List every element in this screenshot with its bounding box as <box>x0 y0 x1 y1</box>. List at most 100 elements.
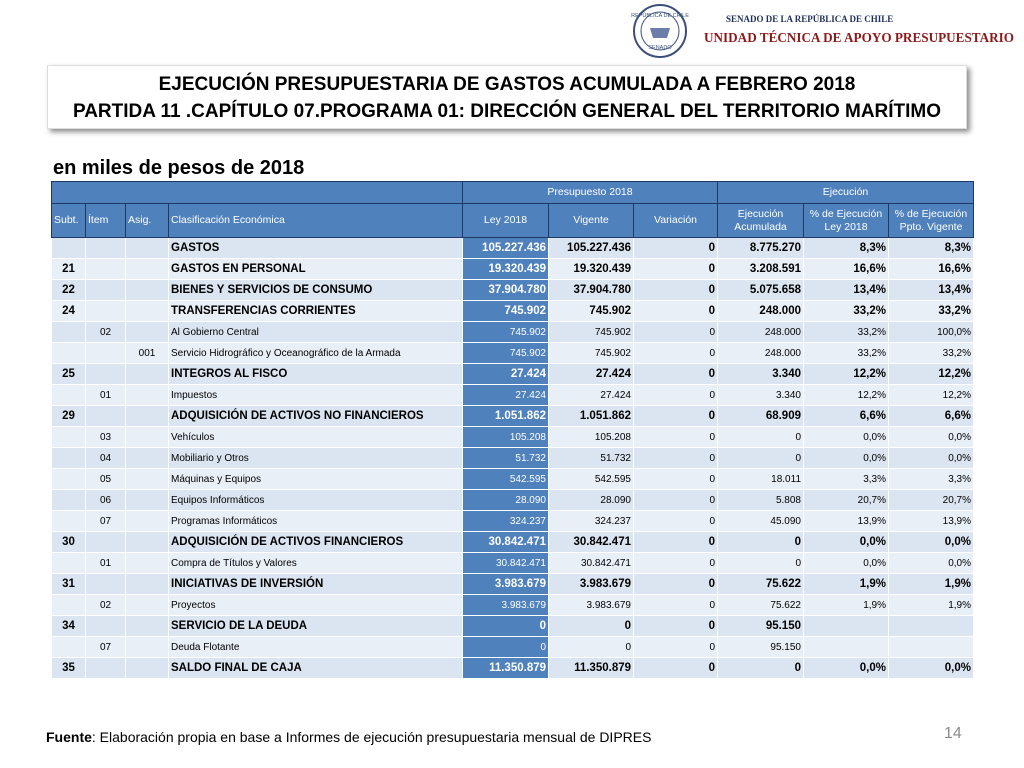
table-cell: 27.424 <box>462 384 549 406</box>
table-cell: 33,2% <box>888 342 974 364</box>
table-cell: 37.904.780 <box>548 279 634 301</box>
table-cell: 0 <box>633 279 718 301</box>
table-cell: Deuda Flotante <box>168 636 463 658</box>
seal-bottom: SENADO <box>648 45 672 51</box>
table-cell: 27.424 <box>548 363 634 385</box>
source-text: : Elaboración propia en base a Informes … <box>91 729 652 745</box>
table-cell: 75.622 <box>717 594 804 616</box>
table-cell <box>125 279 169 301</box>
table-cell <box>51 552 86 574</box>
table-cell: 3.983.679 <box>462 594 549 616</box>
table-cell: 0 <box>717 657 804 679</box>
table-row: 21 GASTOS EN PERSONAL 19.320.439 19.320.439… <box>51 258 974 280</box>
table-cell: 12,2% <box>888 384 974 406</box>
table-cell <box>85 258 126 280</box>
table-cell: 05 <box>85 468 126 490</box>
table-cell: 0 <box>717 426 804 448</box>
table-cell: 0 <box>633 342 718 364</box>
table-cell <box>85 615 126 637</box>
table-cell: 0 <box>633 594 718 616</box>
table-cell: 0,0% <box>888 447 974 469</box>
table-cell: 33,2% <box>803 300 889 322</box>
table-cell: 0,0% <box>803 426 889 448</box>
table-cell: 0 <box>633 300 718 322</box>
table-row: 01 Impuestos 27.424 27.424 0 3.340 12,2% 12,2% <box>51 384 974 406</box>
table-cell <box>125 237 169 259</box>
table-cell <box>125 657 169 679</box>
table-cell: 29 <box>51 405 86 427</box>
table-cell: 5.808 <box>717 489 804 511</box>
table-cell <box>51 237 86 259</box>
table-cell <box>125 426 169 448</box>
column-header: Variación <box>633 203 718 238</box>
table-cell <box>803 636 889 658</box>
table-cell <box>85 531 126 553</box>
table-cell: 28.090 <box>462 489 549 511</box>
table-cell <box>125 468 169 490</box>
table-cell: 30.842.471 <box>462 531 549 553</box>
table-cell: Mobiliario y Otros <box>168 447 463 469</box>
table-cell: 20,7% <box>888 489 974 511</box>
table-cell <box>125 405 169 427</box>
table-cell <box>125 384 169 406</box>
table-row: 29 ADQUISICIÓN DE ACTIVOS NO FINANCIEROS 1… <box>51 405 974 427</box>
table-cell: 06 <box>85 489 126 511</box>
table-cell: Vehículos <box>168 426 463 448</box>
table-cell: 3.983.679 <box>462 573 549 595</box>
table-cell <box>888 615 974 637</box>
column-header: Clasificación Económica <box>168 203 463 238</box>
table-row: 02 Al Gobierno Central 745.902 745.902 0 248.… <box>51 321 974 343</box>
table-cell <box>125 510 169 532</box>
table-cell: 248.000 <box>717 321 804 343</box>
table-cell: 13,9% <box>888 510 974 532</box>
table-cell <box>125 258 169 280</box>
table-cell: 0 <box>633 426 718 448</box>
table-row: 07 Deuda Flotante 0 0 0 95.150 <box>51 636 974 658</box>
page-number: 14 <box>944 725 962 742</box>
table-row: 22 BIENES Y SERVICIOS DE CONSUMO 37.904.78… <box>51 279 974 301</box>
table-cell: 0 <box>633 405 718 427</box>
table-cell: 02 <box>85 321 126 343</box>
table-cell: 21 <box>51 258 86 280</box>
table-cell: 35 <box>51 657 86 679</box>
table-cell <box>51 426 86 448</box>
table-cell: 1,9% <box>888 573 974 595</box>
table-cell: 3.340 <box>717 363 804 385</box>
table-row: 06 Equipos Informáticos 28.090 28.090 0 5.808… <box>51 489 974 511</box>
table-cell: 745.902 <box>462 342 549 364</box>
table-cell: 19.320.439 <box>548 258 634 280</box>
table-cell: 16,6% <box>803 258 889 280</box>
table-cell: 324.237 <box>548 510 634 532</box>
table-cell <box>125 300 169 322</box>
footer: Fuente: Elaboración propia en base a Inf… <box>46 729 651 745</box>
column-header: Subt. <box>51 203 86 238</box>
title-box: EJECUCIÓN PRESUPUESTARIA DE GASTOS ACUMU… <box>47 65 967 129</box>
column-header: % de Ejecución Ley 2018 <box>803 203 889 238</box>
table-cell: Al Gobierno Central <box>168 321 463 343</box>
table-cell: 105.208 <box>548 426 634 448</box>
table-cell: 13,4% <box>803 279 889 301</box>
table-cell: 0 <box>462 636 549 658</box>
table-cell: 51.732 <box>548 447 634 469</box>
table-cell: 45.090 <box>717 510 804 532</box>
table-cell: 5.075.658 <box>717 279 804 301</box>
table-row: 05 Máquinas y Equipos 542.595 542.595 0 18.01… <box>51 468 974 490</box>
table-cell <box>125 321 169 343</box>
table-cell: 0 <box>717 552 804 574</box>
title-line: EJECUCIÓN PRESUPUESTARIA DE GASTOS ACUMU… <box>158 74 856 95</box>
table-cell: 1,9% <box>888 594 974 616</box>
table-cell: 0,0% <box>803 657 889 679</box>
table-cell <box>125 531 169 553</box>
table-cell <box>85 573 126 595</box>
table-row: 02 Proyectos 3.983.679 3.983.679 0 75.622 1,9%… <box>51 594 974 616</box>
table-cell: 18.011 <box>717 468 804 490</box>
table-cell: 12,2% <box>803 384 889 406</box>
table-cell: Compra de Títulos y Valores <box>168 552 463 574</box>
table-cell: 0 <box>717 447 804 469</box>
table-cell: 75.622 <box>717 573 804 595</box>
table-cell: 001 <box>125 342 169 364</box>
table-cell: 27.424 <box>548 384 634 406</box>
table-cell <box>125 447 169 469</box>
table-cell: 0 <box>462 615 549 637</box>
